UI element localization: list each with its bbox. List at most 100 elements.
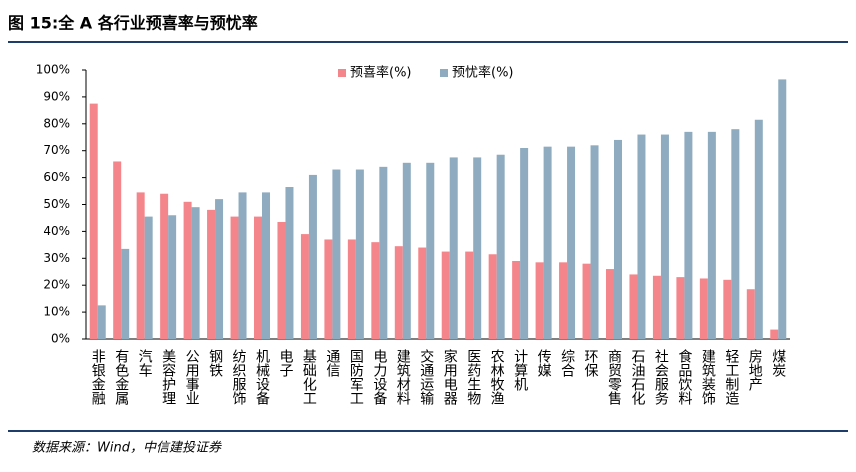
bar xyxy=(637,134,646,339)
y-tick-label: 80% xyxy=(43,116,70,130)
y-tick-label: 70% xyxy=(43,143,70,157)
bar xyxy=(473,157,482,339)
bar xyxy=(97,305,106,339)
bar xyxy=(770,329,779,339)
x-tick-label: 电子 xyxy=(277,349,293,377)
x-tick-label: 有色金属 xyxy=(113,349,129,405)
bar xyxy=(731,129,740,339)
y-tick-label: 90% xyxy=(43,89,70,103)
bar xyxy=(355,169,364,339)
x-tick-label: 国防军工 xyxy=(348,349,364,405)
bar xyxy=(230,216,239,339)
x-tick-label: 煤炭 xyxy=(770,349,786,377)
x-tick-label: 家用电器 xyxy=(442,348,458,405)
bar xyxy=(699,278,708,339)
legend-swatch xyxy=(440,69,448,77)
bar xyxy=(136,192,145,339)
bar xyxy=(371,242,380,339)
legend-label: 预忧率(%) xyxy=(452,65,514,81)
bar xyxy=(567,146,576,339)
y-tick-label: 30% xyxy=(43,251,70,265)
x-tick-label: 交通运输 xyxy=(418,348,434,405)
x-tick-label: 综合 xyxy=(559,349,575,377)
x-tick-label: 轻工制造 xyxy=(723,349,739,406)
bar xyxy=(300,234,309,339)
bar xyxy=(324,239,333,339)
x-tick-label: 医药生物 xyxy=(465,349,481,406)
bar xyxy=(262,192,270,339)
bar xyxy=(308,174,317,339)
x-tick-label: 房地产 xyxy=(747,349,763,392)
legend-label: 预喜率(%) xyxy=(350,65,412,81)
bar xyxy=(160,193,169,339)
y-tick-label: 100% xyxy=(36,63,70,77)
x-tick-label: 农林牧渔 xyxy=(489,349,505,405)
legend-swatch xyxy=(338,69,346,77)
y-tick-label: 50% xyxy=(43,197,70,211)
bar xyxy=(89,103,98,339)
bar xyxy=(684,131,693,339)
bar xyxy=(332,169,341,339)
x-tick-label: 商贸零售 xyxy=(606,349,622,405)
bar xyxy=(559,262,568,339)
x-tick-label: 美容护理 xyxy=(160,349,176,405)
x-tick-label: 食品饮料 xyxy=(676,348,692,405)
bar xyxy=(113,161,122,339)
x-tick-label: 通信 xyxy=(324,349,340,377)
x-tick-label: 石油石化 xyxy=(629,349,645,406)
bar xyxy=(379,166,388,339)
bar xyxy=(191,207,200,339)
x-tick-label: 基础化工 xyxy=(301,348,317,405)
x-tick-label: 钢铁 xyxy=(207,349,223,377)
x-tick-label: 建筑装饰 xyxy=(700,349,716,405)
bar xyxy=(723,279,732,339)
bar xyxy=(543,146,552,339)
bar xyxy=(754,119,763,339)
bar xyxy=(535,262,544,339)
bar xyxy=(426,162,435,339)
bar xyxy=(168,215,177,339)
x-tick-label: 建筑材料 xyxy=(395,349,411,405)
bar xyxy=(394,246,403,339)
bar xyxy=(520,148,529,339)
y-tick-label: 60% xyxy=(43,170,70,184)
x-tick-label: 电力设备 xyxy=(371,349,387,405)
bar xyxy=(121,248,130,339)
bar xyxy=(207,209,216,339)
bar xyxy=(606,269,614,339)
x-tick-label: 公用事业 xyxy=(184,349,200,405)
source-note: 数据来源：Wind，中信建投证券 xyxy=(32,441,222,456)
bar xyxy=(746,289,755,339)
bar xyxy=(183,201,192,339)
bar xyxy=(465,251,474,339)
bar xyxy=(582,263,591,339)
bar xyxy=(285,187,294,339)
bar xyxy=(418,247,427,339)
bar xyxy=(629,274,638,339)
bar xyxy=(778,79,787,339)
y-tick-label: 10% xyxy=(43,305,70,319)
bar xyxy=(347,239,356,339)
x-tick-label: 环保 xyxy=(583,349,599,377)
bar xyxy=(277,221,286,339)
bar xyxy=(590,145,599,339)
bar xyxy=(676,277,685,339)
x-tick-label: 非银金融 xyxy=(90,349,106,405)
bar xyxy=(496,154,505,339)
x-tick-label: 计算机 xyxy=(512,349,528,392)
bar xyxy=(402,162,411,339)
bar xyxy=(144,216,153,339)
x-tick-label: 社会服务 xyxy=(653,349,669,405)
bar xyxy=(449,157,458,339)
bar xyxy=(512,260,521,339)
bar xyxy=(614,139,622,339)
x-tick-label: 传媒 xyxy=(536,349,552,377)
bar xyxy=(238,192,247,339)
bar xyxy=(254,216,262,339)
y-tick-label: 0% xyxy=(51,332,70,346)
bar xyxy=(215,199,224,339)
bar xyxy=(488,254,497,339)
bar xyxy=(707,131,716,339)
y-tick-label: 20% xyxy=(43,278,70,292)
